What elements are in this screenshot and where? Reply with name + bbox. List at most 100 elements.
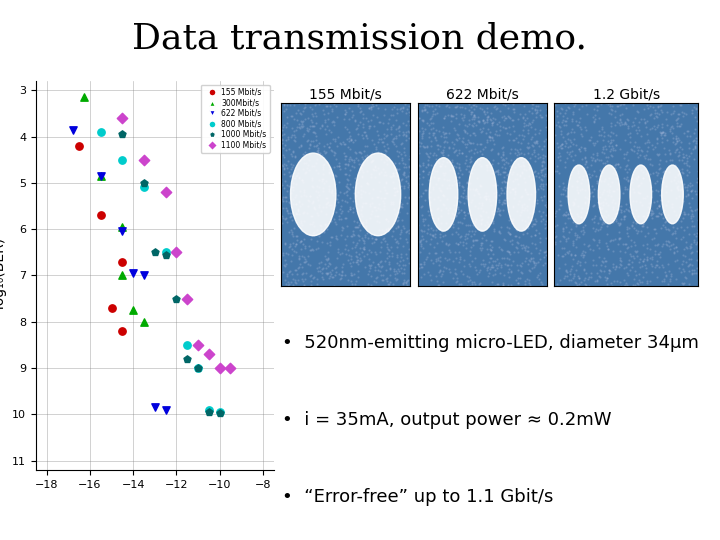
Point (651, 212, 662, 220)
Point (597, 188, 608, 197)
Point (528, 152, 540, 161)
Point (535, 166, 546, 174)
Point (459, 120, 471, 129)
Point (372, 212, 384, 220)
Point (450, 110, 462, 119)
Point (622, 129, 634, 138)
Point (654, 200, 665, 209)
Point (482, 112, 493, 121)
Point (366, 199, 378, 207)
Point (536, 278, 547, 287)
Point (621, 173, 632, 181)
Point (308, 161, 320, 170)
Point (465, 107, 477, 116)
Point (658, 206, 670, 214)
Point (636, 219, 648, 228)
Point (580, 280, 591, 288)
Point (627, 101, 639, 110)
Point (623, 260, 634, 268)
Point (315, 258, 327, 266)
Point (567, 114, 578, 123)
Point (398, 168, 410, 177)
Point (580, 126, 592, 134)
Point (457, 241, 469, 249)
Point (454, 207, 465, 216)
Point (486, 134, 498, 143)
Point (656, 196, 667, 205)
Point (310, 109, 321, 118)
Point (299, 253, 310, 261)
Point (564, 247, 575, 255)
Point (469, 218, 481, 227)
Point (649, 225, 660, 233)
Point (572, 186, 583, 194)
Point (385, 124, 397, 133)
Point (369, 122, 380, 130)
Point (505, 230, 516, 238)
Point (320, 220, 332, 228)
Point (298, 104, 310, 112)
Point (315, 123, 326, 132)
Point (639, 194, 650, 202)
Point (632, 212, 644, 220)
Point (639, 154, 651, 163)
Point (513, 160, 524, 168)
Point (629, 241, 641, 249)
Point (690, 231, 702, 240)
Point (350, 222, 361, 231)
Point (475, 239, 487, 247)
Point (486, 261, 498, 269)
Point (354, 147, 365, 156)
Point (600, 213, 612, 221)
Point (522, 247, 534, 255)
Point (325, 217, 337, 226)
Point (320, 148, 331, 157)
Point (505, 156, 517, 165)
Point (625, 242, 636, 251)
Point (381, 275, 392, 284)
Point (588, 117, 600, 125)
Point (601, 230, 613, 239)
Point (575, 258, 586, 267)
Point (138, 183, 150, 192)
Point (287, 147, 298, 156)
Point (287, 239, 299, 247)
Point (554, 197, 565, 205)
Point (436, 226, 448, 235)
Point (425, 193, 436, 202)
Point (304, 246, 315, 254)
Point (521, 166, 532, 174)
Legend: 155 Mbit/s, 300Mbit/s, 622 Mbit/s, 800 Mbit/s, 1000 Mbit/s, 1100 Mbit/s: 155 Mbit/s, 300Mbit/s, 622 Mbit/s, 800 M… (201, 85, 270, 153)
Point (442, 111, 454, 119)
Point (682, 132, 693, 140)
Point (397, 256, 409, 265)
Point (395, 234, 406, 243)
Point (513, 150, 524, 158)
Point (304, 144, 315, 152)
Point (633, 153, 644, 161)
Point (369, 139, 380, 148)
Point (671, 137, 683, 145)
Point (561, 247, 572, 256)
Point (691, 256, 703, 265)
Point (343, 171, 354, 180)
Point (423, 120, 435, 129)
Point (598, 177, 610, 185)
Point (642, 223, 653, 232)
Point (387, 280, 399, 289)
Point (600, 257, 612, 266)
Point (584, 191, 595, 200)
Point (580, 198, 591, 206)
Point (382, 227, 394, 235)
Point (514, 145, 526, 154)
Point (393, 164, 405, 173)
Point (596, 204, 608, 213)
Point (287, 146, 299, 155)
Point (658, 130, 670, 139)
Point (680, 252, 691, 261)
Point (672, 152, 684, 160)
Point (450, 114, 462, 123)
Point (441, 158, 453, 167)
Point (576, 185, 588, 193)
Point (541, 112, 553, 121)
